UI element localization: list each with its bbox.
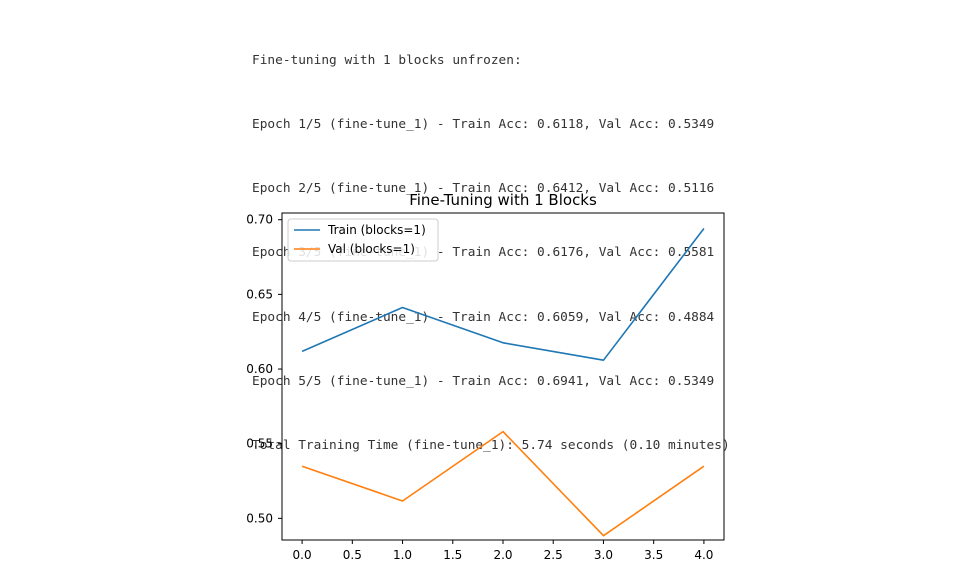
y-tick-label: 0.60 (246, 362, 273, 376)
y-tick-label: 0.55 (246, 437, 273, 451)
log-line: Total Training Time (fine-tune_1): 5.74 … (252, 438, 730, 454)
legend-label: Train (blocks=1) (327, 223, 426, 237)
y-tick-label: 0.50 (246, 511, 273, 525)
x-tick-label: 0.5 (343, 548, 362, 562)
x-tick-label: 1.5 (443, 548, 462, 562)
series-line-val (301, 430, 705, 537)
x-tick-label: 2.5 (544, 548, 563, 562)
y-tick-label: 0.65 (246, 287, 273, 301)
series-line-train (301, 228, 705, 362)
log-line: Epoch 2/5 (fine-tune_1) - Train Acc: 0.6… (252, 181, 715, 197)
log-line: Epoch 1/5 (fine-tune_1) - Train Acc: 0.6… (252, 117, 715, 133)
legend-box (287, 218, 439, 262)
legend-label: Val (blocks=1) (328, 242, 415, 256)
plot-frame (281, 212, 725, 541)
x-tick-label: 3.0 (594, 548, 613, 562)
chart-title: Fine-Tuning with 1 Blocks (409, 191, 597, 209)
x-tick-label: 4.0 (694, 548, 713, 562)
x-tick-label: 1.0 (393, 548, 412, 562)
x-tick-label: 2.0 (493, 548, 512, 562)
y-tick-label: 0.70 (246, 213, 273, 227)
log-line: Fine-tuning with 1 blocks unfrozen: (252, 52, 522, 68)
console-output: Fine-tuning with 1 blocks unfrozen: Epoc… (252, 7, 730, 478)
x-tick-label: 3.5 (644, 548, 663, 562)
log-line: Epoch 5/5 (fine-tune_1) - Train Acc: 0.6… (252, 373, 715, 389)
x-tick-label: 0.0 (293, 548, 312, 562)
